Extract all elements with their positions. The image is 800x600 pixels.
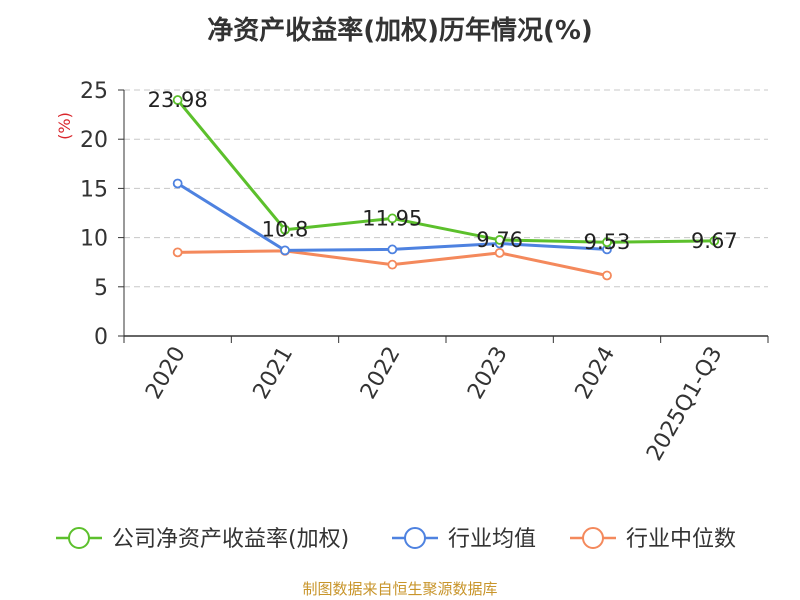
data-label: 11.95 xyxy=(362,206,422,230)
y-tick-label: 25 xyxy=(80,79,108,104)
x-tick-label: 2021 xyxy=(249,343,299,404)
legend-label: 行业中位数 xyxy=(626,527,736,552)
data-point xyxy=(172,95,183,105)
x-tick-label: 2025Q1-Q3 xyxy=(642,343,727,466)
y-tick-label: 20 xyxy=(80,128,108,153)
y-tick-label: 10 xyxy=(80,227,108,252)
y-axis-label: (%) xyxy=(55,112,74,140)
data-point xyxy=(602,237,612,248)
data-point xyxy=(494,247,505,258)
series-line xyxy=(176,99,715,244)
legend-marker xyxy=(68,527,90,549)
x-tick-label: 2023 xyxy=(463,342,513,403)
x-tick-label: 2024 xyxy=(571,343,621,404)
data-point xyxy=(280,245,290,256)
x-tick-label: 2020 xyxy=(141,343,191,404)
data-point xyxy=(280,224,290,235)
legend-marker xyxy=(582,527,604,549)
data-point xyxy=(387,244,398,255)
data-point xyxy=(602,270,612,281)
data-point xyxy=(387,213,398,224)
data-label: 23.98 xyxy=(148,88,208,112)
data-label: 10.8 xyxy=(262,218,309,242)
x-tick-label: 2022 xyxy=(356,343,406,404)
data-label: 9.53 xyxy=(584,230,631,254)
data-point xyxy=(494,235,505,245)
chart-title: 净资产收益率(加权)历年情况(%) xyxy=(207,16,593,46)
legend-label: 公司净资产收益率(加权) xyxy=(112,527,349,552)
legend-label: 行业均值 xyxy=(448,527,536,552)
data-point xyxy=(709,235,720,246)
source-note: 制图数据来自恒生聚源数据库 xyxy=(302,580,498,598)
y-tick-label: 15 xyxy=(80,177,108,202)
data-label: 9.76 xyxy=(476,228,523,252)
data-point xyxy=(172,247,183,258)
data-label: 9.67 xyxy=(691,229,738,253)
data-point xyxy=(387,259,398,270)
y-tick-label: 5 xyxy=(94,276,108,301)
y-tick-label: 0 xyxy=(94,325,108,350)
legend-marker xyxy=(404,527,426,549)
data-point xyxy=(172,178,183,189)
